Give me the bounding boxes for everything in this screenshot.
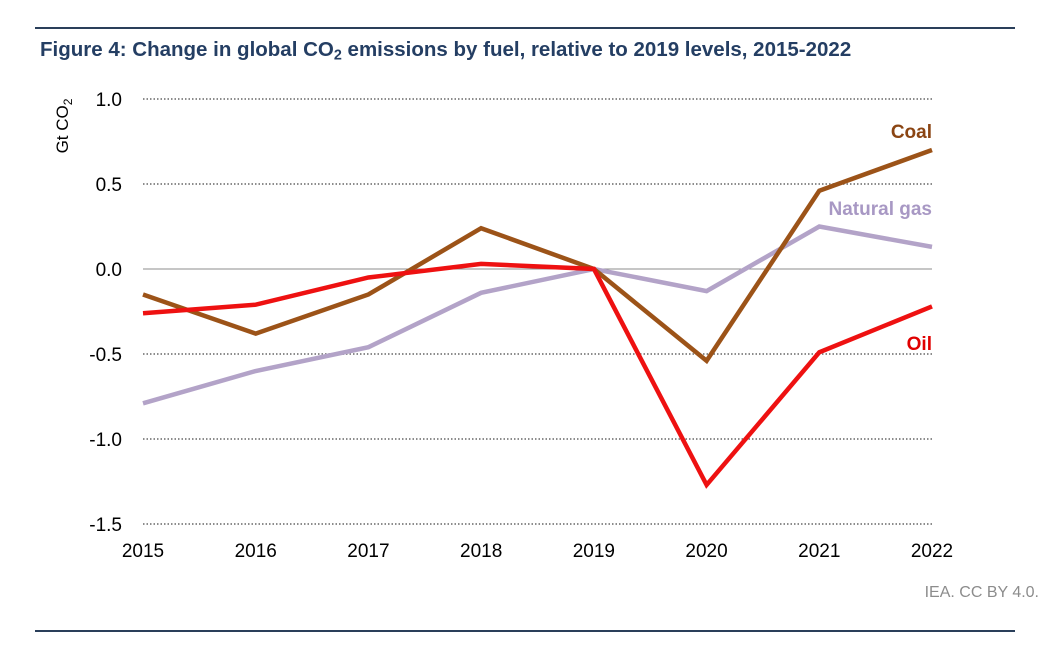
x-tick-label: 2022 (911, 541, 953, 562)
top-rule (35, 27, 1015, 29)
natural-gas-line (142, 224, 933, 406)
y-tick-label: -0.5 (89, 345, 122, 366)
oil-line (142, 261, 933, 489)
coal-line (142, 147, 933, 365)
x-tick-label: 2017 (347, 541, 389, 562)
x-tick-label: 2015 (122, 541, 164, 562)
y-axis-label: Gt CO2 (53, 98, 75, 153)
y-tick-label: 0.0 (96, 260, 122, 281)
y-tick-label: -1.5 (89, 515, 122, 536)
y-tick-label: 1.0 (96, 90, 122, 111)
bottom-rule (35, 630, 1015, 632)
x-tick-label: 2016 (235, 541, 277, 562)
x-tick-label: 2021 (798, 541, 840, 562)
credit-text: IEA. CC BY 4.0. (924, 584, 1039, 601)
x-tick-label: 2020 (685, 541, 727, 562)
coal-label: Coal (891, 122, 932, 143)
x-tick-label: 2019 (573, 541, 615, 562)
x-tick-label: 2018 (460, 541, 502, 562)
y-tick-label: -1.0 (89, 430, 122, 451)
chart-title: Figure 4: Change in global CO2 emissions… (40, 38, 852, 64)
natural-gas-label: Natural gas (829, 199, 932, 220)
y-tick-label: 0.5 (96, 175, 122, 196)
oil-label: Oil (907, 334, 932, 355)
